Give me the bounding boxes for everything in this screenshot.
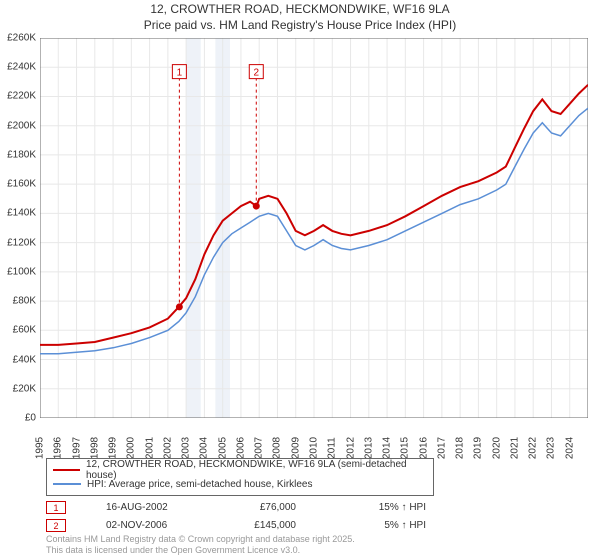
transaction-date: 02-NOV-2006 (106, 520, 186, 531)
y-tick-label: £160K (7, 179, 36, 190)
x-tick-label: 2024 (564, 437, 575, 459)
transaction-date: 16-AUG-2002 (106, 502, 186, 513)
x-tick-label: 1998 (89, 437, 100, 459)
x-tick-label: 2004 (199, 437, 210, 459)
y-tick-label: £60K (13, 325, 36, 336)
y-axis-labels: £0£20K£40K£60K£80K£100K£120K£140K£160K£1… (0, 38, 40, 418)
legend-row: 12, CROWTHER ROAD, HECKMONDWIKE, WF16 9L… (53, 463, 427, 477)
y-tick-label: £200K (7, 120, 36, 131)
x-tick-label: 2022 (528, 437, 539, 459)
x-tick-label: 2019 (473, 437, 484, 459)
footer-attribution: Contains HM Land Registry data © Crown c… (46, 534, 355, 556)
x-tick-label: 1996 (53, 437, 64, 459)
x-tick-label: 2016 (418, 437, 429, 459)
x-tick-label: 2008 (272, 437, 283, 459)
y-tick-label: £220K (7, 91, 36, 102)
x-tick-label: 2003 (181, 437, 192, 459)
x-tick-label: 2017 (436, 437, 447, 459)
x-tick-label: 1995 (35, 437, 46, 459)
y-tick-label: £260K (7, 33, 36, 44)
chart-container: { "title": { "line1": "12, CROWTHER ROAD… (0, 0, 600, 560)
x-tick-label: 2014 (382, 437, 393, 459)
x-tick-label: 2007 (254, 437, 265, 459)
transaction-hpi: 5% ↑ HPI (336, 520, 426, 531)
title-line2: Price paid vs. HM Land Registry's House … (0, 18, 600, 34)
footer-line1: Contains HM Land Registry data © Crown c… (46, 534, 355, 545)
transaction-row: 1 16-AUG-2002 £76,000 15% ↑ HPI (46, 498, 546, 516)
transaction-marker: 2 (46, 519, 66, 532)
x-tick-label: 1999 (108, 437, 119, 459)
x-tick-label: 2013 (363, 437, 374, 459)
x-tick-label: 2010 (309, 437, 320, 459)
transaction-price: £145,000 (226, 520, 296, 531)
y-tick-label: £80K (13, 296, 36, 307)
x-axis-labels: 1995199619971998199920002001200220032004… (40, 420, 588, 456)
transaction-row: 2 02-NOV-2006 £145,000 5% ↑ HPI (46, 516, 546, 534)
x-tick-label: 2023 (546, 437, 557, 459)
legend-swatch (53, 469, 80, 471)
x-tick-label: 2015 (400, 437, 411, 459)
svg-text:1: 1 (177, 68, 183, 79)
chart-title: 12, CROWTHER ROAD, HECKMONDWIKE, WF16 9L… (0, 2, 600, 33)
legend-swatch (53, 483, 81, 485)
legend: 12, CROWTHER ROAD, HECKMONDWIKE, WF16 9L… (46, 458, 434, 496)
x-tick-label: 2000 (126, 437, 137, 459)
y-tick-label: £100K (7, 266, 36, 277)
svg-text:2: 2 (253, 68, 259, 79)
y-tick-label: £240K (7, 62, 36, 73)
chart-svg: 12 (40, 38, 588, 418)
x-tick-label: 2020 (491, 437, 502, 459)
x-tick-label: 2012 (345, 437, 356, 459)
plot-area: 12 (40, 38, 588, 418)
transaction-price: £76,000 (226, 502, 296, 513)
y-tick-label: £140K (7, 208, 36, 219)
x-tick-label: 2009 (290, 437, 301, 459)
y-tick-label: £0 (25, 413, 36, 424)
x-tick-label: 2006 (235, 437, 246, 459)
y-tick-label: £180K (7, 149, 36, 160)
x-tick-label: 1997 (71, 437, 82, 459)
footer-line2: This data is licensed under the Open Gov… (46, 545, 355, 556)
y-tick-label: £20K (13, 383, 36, 394)
y-tick-label: £120K (7, 237, 36, 248)
x-tick-label: 2005 (217, 437, 228, 459)
x-tick-label: 2021 (509, 437, 520, 459)
transaction-hpi: 15% ↑ HPI (336, 502, 426, 513)
x-tick-label: 2002 (162, 437, 173, 459)
x-tick-label: 2018 (455, 437, 466, 459)
y-tick-label: £40K (13, 354, 36, 365)
title-line1: 12, CROWTHER ROAD, HECKMONDWIKE, WF16 9L… (0, 2, 600, 18)
legend-label: HPI: Average price, semi-detached house,… (87, 479, 313, 490)
transaction-marker: 1 (46, 501, 66, 514)
x-tick-label: 2011 (327, 437, 338, 459)
x-tick-label: 2001 (144, 437, 155, 459)
transaction-table: 1 16-AUG-2002 £76,000 15% ↑ HPI 2 02-NOV-2006… (46, 498, 546, 534)
